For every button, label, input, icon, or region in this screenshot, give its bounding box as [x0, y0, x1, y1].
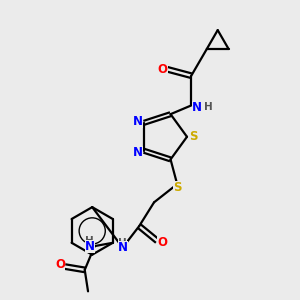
- Text: N: N: [133, 115, 143, 128]
- Text: O: O: [157, 236, 167, 249]
- Text: S: S: [189, 130, 197, 143]
- Text: N: N: [118, 241, 128, 254]
- Text: O: O: [55, 258, 65, 272]
- Text: H: H: [118, 238, 127, 248]
- Text: N: N: [85, 240, 95, 253]
- Text: N: N: [192, 100, 202, 114]
- Text: S: S: [173, 181, 182, 194]
- Text: H: H: [204, 102, 213, 112]
- Text: N: N: [133, 146, 143, 159]
- Text: O: O: [158, 63, 167, 76]
- Text: H: H: [85, 236, 94, 246]
